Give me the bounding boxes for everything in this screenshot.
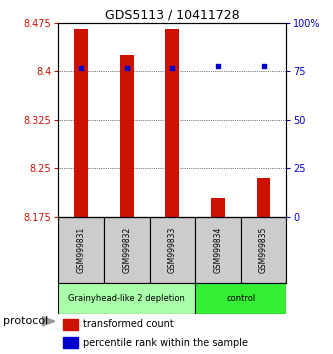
Point: [79, 65, 84, 70]
Point: [124, 65, 129, 70]
Text: transformed count: transformed count: [83, 319, 174, 329]
Bar: [241, 217, 286, 283]
Bar: [166, 29, 179, 217]
Text: GSM999835: GSM999835: [259, 227, 268, 273]
Text: protocol: protocol: [3, 316, 49, 326]
Text: percentile rank within the sample: percentile rank within the sample: [83, 338, 248, 348]
Bar: [58, 283, 195, 314]
Bar: [195, 283, 286, 314]
Text: GSM999833: GSM999833: [168, 227, 177, 273]
Bar: [58, 217, 104, 283]
Bar: [120, 55, 134, 217]
Bar: [63, 337, 78, 348]
Bar: [104, 217, 150, 283]
Text: GSM999831: GSM999831: [77, 227, 86, 273]
Bar: [211, 198, 225, 217]
Bar: [150, 217, 195, 283]
Bar: [195, 217, 241, 283]
Text: Grainyhead-like 2 depletion: Grainyhead-like 2 depletion: [68, 294, 185, 303]
Point: [261, 63, 266, 69]
Title: GDS5113 / 10411728: GDS5113 / 10411728: [105, 9, 240, 22]
Bar: [74, 29, 88, 217]
Point: [170, 65, 175, 70]
Text: GSM999832: GSM999832: [122, 227, 131, 273]
Text: control: control: [226, 294, 255, 303]
Polygon shape: [42, 316, 55, 326]
Bar: [63, 319, 78, 330]
Point: [215, 63, 221, 69]
Bar: [257, 178, 270, 217]
Text: GSM999834: GSM999834: [213, 227, 222, 273]
